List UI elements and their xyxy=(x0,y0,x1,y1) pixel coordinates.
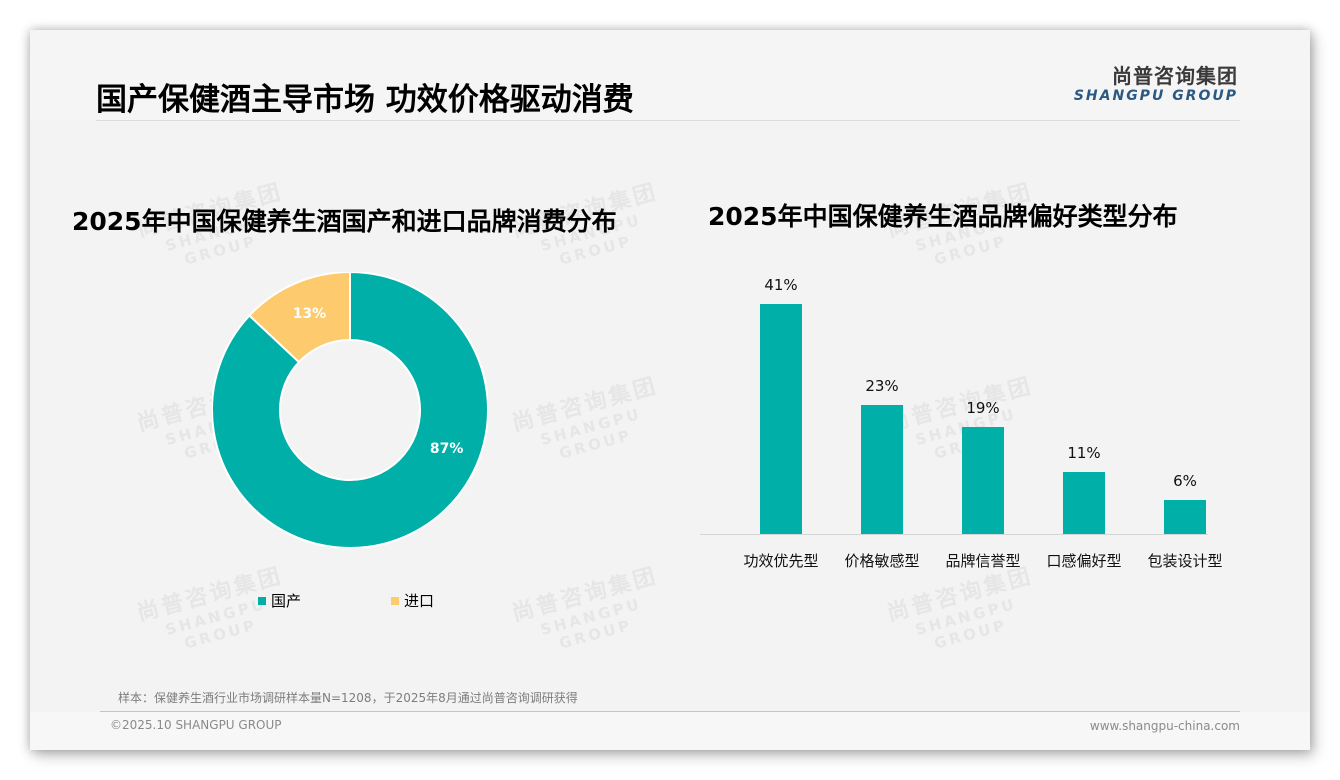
company-logo: 尚普咨询集团 SHANGPU GROUP xyxy=(1074,64,1238,104)
bar-3 xyxy=(1063,472,1105,534)
header-band xyxy=(30,30,1310,120)
donut-label-domestic: 87% xyxy=(429,441,464,458)
x-axis-line xyxy=(700,534,1208,535)
sample-note: 样本：保健养生酒行业市场调研样本量N=1208，于2025年8月通过尚普咨询调研… xyxy=(118,691,578,705)
legend-swatch-yellow-icon xyxy=(391,596,399,605)
footer-band xyxy=(30,712,1310,750)
logo-en-text: SHANGPU GROUP xyxy=(1073,88,1238,104)
title-divider xyxy=(96,120,1240,121)
bar-value-label: 19% xyxy=(966,399,1000,417)
bar-0 xyxy=(760,304,802,534)
donut-slice-0 xyxy=(211,270,489,549)
donut-slice-1 xyxy=(247,270,351,364)
bar-value-label: 6% xyxy=(1173,472,1197,490)
donut-chart: 87% 13% xyxy=(211,270,489,549)
donut-chart-graphic xyxy=(211,270,489,549)
page-title: 国产保健酒主导市场 功效价格驱动消费 xyxy=(96,82,634,118)
legend-label: 国产 xyxy=(271,592,302,610)
x-axis-category-label: 功效优先型 xyxy=(743,552,819,570)
x-axis-category-label: 包装设计型 xyxy=(1147,552,1223,570)
bar-2 xyxy=(962,427,1004,534)
donut-chart-title: 2025年中国保健养生酒国产和进口品牌消费分布 xyxy=(72,207,617,236)
donut-label-imported: 13% xyxy=(292,305,327,322)
bar-1 xyxy=(861,405,903,534)
legend-item-domestic: 国产 xyxy=(258,590,301,611)
bar-value-label: 23% xyxy=(865,377,899,395)
legend-label: 进口 xyxy=(404,592,435,610)
bar-4 xyxy=(1164,500,1206,534)
footer-divider xyxy=(100,711,1240,712)
bar-chart-title: 2025年中国保健养生酒品牌偏好类型分布 xyxy=(708,202,1178,231)
x-axis-category-label: 品牌信誉型 xyxy=(945,552,1021,570)
slide: 尚普咨询集团 SHANGPU GROUP 尚普咨询集团 SHANGPU GROUP … xyxy=(30,30,1310,750)
x-axis-category-label: 口感偏好型 xyxy=(1046,552,1122,570)
x-axis-category-label: 价格敏感型 xyxy=(844,552,920,570)
bar-chart: 41% 23% 19% 11% 6% 功效优先型 价格敏感型 品牌信誉型 口感偏… xyxy=(700,270,1223,570)
copyright-text: ©2025.10 SHANGPU GROUP xyxy=(110,718,282,732)
website-link[interactable]: www.shangpu-china.com xyxy=(1089,719,1240,733)
logo-cn-text: 尚普咨询集团 xyxy=(1112,64,1238,88)
legend-swatch-teal-icon xyxy=(258,596,266,605)
legend-item-imported: 进口 xyxy=(391,590,434,611)
bar-value-label: 11% xyxy=(1067,444,1101,462)
bar-value-label: 41% xyxy=(764,276,798,294)
